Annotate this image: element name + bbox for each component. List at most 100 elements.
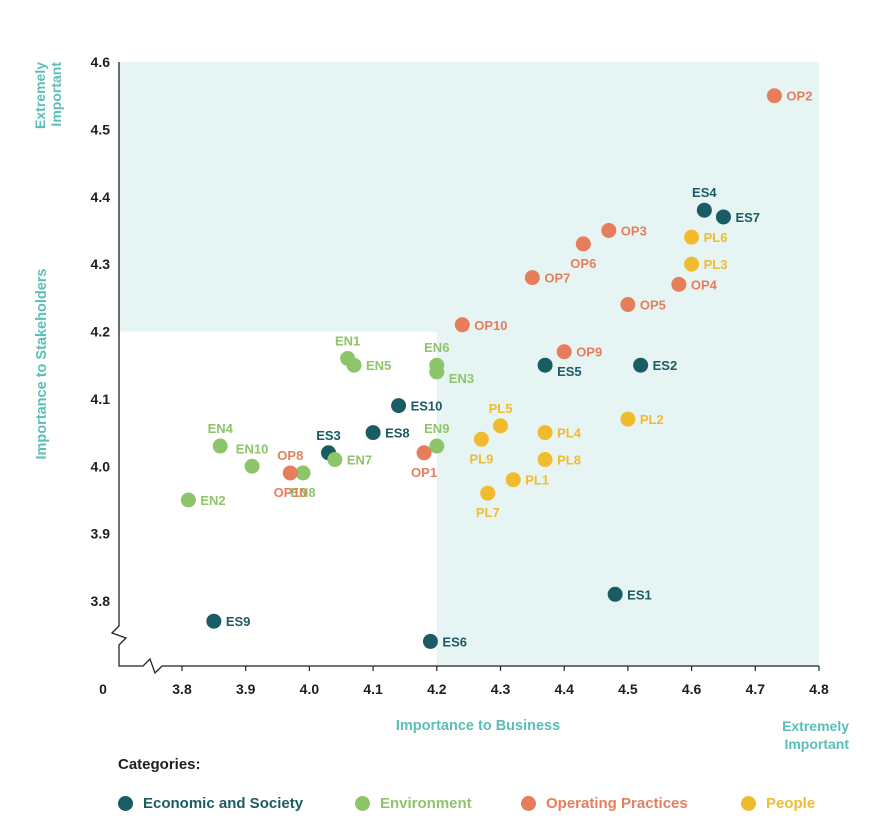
y-tick-label: 4.5	[91, 121, 111, 137]
x-axis-title: Importance to Business	[396, 718, 560, 734]
point-op3	[601, 222, 617, 238]
point-labels: ES1 ES2 ES3 ES4 ES5 ES6 ES7 ES8 ES9 ES10 EN1 EN2 EN3…	[200, 89, 812, 650]
point-label-es5: ES5	[557, 364, 582, 379]
point-op10	[454, 317, 470, 333]
legend-item-people: People	[741, 795, 841, 812]
shaded-region-right	[436, 331, 819, 666]
point-label-en2: EN2	[200, 493, 225, 508]
point-label-es4: ES4	[692, 185, 717, 200]
y-tick-label: 4.2	[91, 324, 111, 340]
y-tick-label: 4.4	[91, 189, 111, 205]
y-tick-label: 4.0	[91, 458, 111, 474]
point-label-op1: OP1	[411, 465, 437, 480]
point-label-pl6: PL6	[704, 230, 728, 245]
point-es1	[607, 586, 623, 602]
point-label-en9: EN9	[424, 421, 449, 436]
legend-marker	[118, 796, 133, 811]
x-corner-label: Important	[784, 736, 849, 752]
point-en9	[429, 438, 445, 454]
point-op2	[766, 88, 782, 104]
y-tick-label: 3.8	[91, 593, 111, 609]
origin-label: 0	[99, 681, 107, 697]
point-label-en1: EN1	[335, 333, 360, 348]
point-label-en10: EN10	[236, 441, 269, 456]
point-label-op8: OP8	[277, 448, 303, 463]
x-corner-label: Extremely	[782, 718, 849, 734]
point-label-pl5: PL5	[489, 401, 513, 416]
point-es7	[715, 209, 731, 225]
point-en4	[212, 438, 228, 454]
y-corner-label: Important	[48, 62, 64, 127]
y-axis-title: Importance to Stakeholders	[34, 269, 50, 460]
point-label-op3: OP3	[621, 223, 647, 238]
y-tick-label: 4.6	[91, 54, 111, 70]
point-op1	[416, 445, 432, 461]
point-label-es8: ES8	[385, 426, 410, 441]
point-label-en7: EN7	[347, 453, 372, 468]
point-label-pl1: PL1	[525, 473, 549, 488]
point-en8	[295, 465, 311, 481]
point-en7	[327, 452, 343, 468]
point-pl4	[537, 425, 553, 441]
point-op4	[671, 276, 687, 292]
point-op9	[556, 344, 572, 360]
materiality-scatter-chart: 3.8 3.9 4.0 4.1 4.2 4.3 4.4 4.5 4.6 4.7 4.8 4.6 4.5 4…	[32, 54, 849, 752]
point-label-es2: ES2	[653, 358, 678, 373]
x-tick-label: 4.8	[809, 681, 829, 697]
legend-label: People	[766, 795, 816, 812]
legend-label: Operating Practices	[546, 795, 688, 812]
point-label-en5: EN5	[366, 358, 391, 373]
point-label-op5: OP5	[640, 298, 666, 313]
x-tick-label: 4.2	[427, 681, 447, 697]
legend-items: Economic and Society Environment Operating…	[118, 795, 841, 812]
point-label-en6: EN6	[424, 340, 449, 355]
y-tick-label: 4.1	[91, 391, 111, 407]
point-label-op2: OP2	[786, 89, 812, 104]
x-tick-label: 3.9	[236, 681, 256, 697]
legend-label: Environment	[380, 795, 472, 812]
shaded-region-top	[119, 62, 819, 332]
point-op8	[282, 465, 298, 481]
axis-titles: Importance to Stakeholders Importance to …	[32, 62, 849, 752]
legend-item-environment: Environment	[355, 795, 521, 812]
data-points	[180, 88, 782, 649]
point-label-es7: ES7	[735, 210, 760, 225]
x-tick-label: 4.4	[554, 681, 574, 697]
point-label-op6: OP6	[570, 256, 596, 271]
legend-marker	[355, 796, 370, 811]
point-pl1	[505, 472, 521, 488]
point-pl2	[620, 411, 636, 427]
point-en6	[429, 357, 445, 373]
y-tick-label: 3.9	[91, 526, 111, 542]
axes	[110, 62, 820, 675]
point-label-pl9: PL9	[469, 451, 493, 466]
point-op5	[620, 297, 636, 313]
point-label-en4: EN4	[208, 421, 234, 436]
tick-labels: 3.8 3.9 4.0 4.1 4.2 4.3 4.4 4.5 4.6 4.7 4.8 4.6 4.5 4…	[91, 54, 829, 697]
point-es9	[206, 613, 222, 629]
x-tick-label: 4.7	[746, 681, 766, 697]
point-es4	[696, 202, 712, 218]
y-tick-label: 4.3	[91, 256, 111, 272]
point-pl9	[473, 431, 489, 447]
point-label-pl7: PL7	[476, 505, 500, 520]
shaded-region	[119, 62, 819, 666]
point-label-en8: EN8	[290, 485, 315, 500]
point-es5	[537, 357, 553, 373]
point-es6	[422, 633, 438, 649]
point-en2	[180, 492, 196, 508]
point-label-es9: ES9	[226, 614, 251, 629]
point-op7	[524, 270, 540, 286]
x-tick-label: 3.8	[172, 681, 192, 697]
point-label-es10: ES10	[411, 399, 443, 414]
point-pl5	[493, 418, 508, 434]
point-es2	[633, 357, 649, 373]
legend-item-operating-practices: Operating Practices	[521, 795, 741, 812]
point-en5	[346, 357, 362, 373]
x-tick-label: 4.6	[682, 681, 702, 697]
point-pl7	[480, 485, 496, 501]
legend-label: Economic and Society	[143, 795, 304, 812]
point-pl6	[684, 229, 700, 245]
point-label-es3: ES3	[316, 428, 341, 443]
legend: Categories: Economic and Society Environm…	[118, 756, 841, 812]
